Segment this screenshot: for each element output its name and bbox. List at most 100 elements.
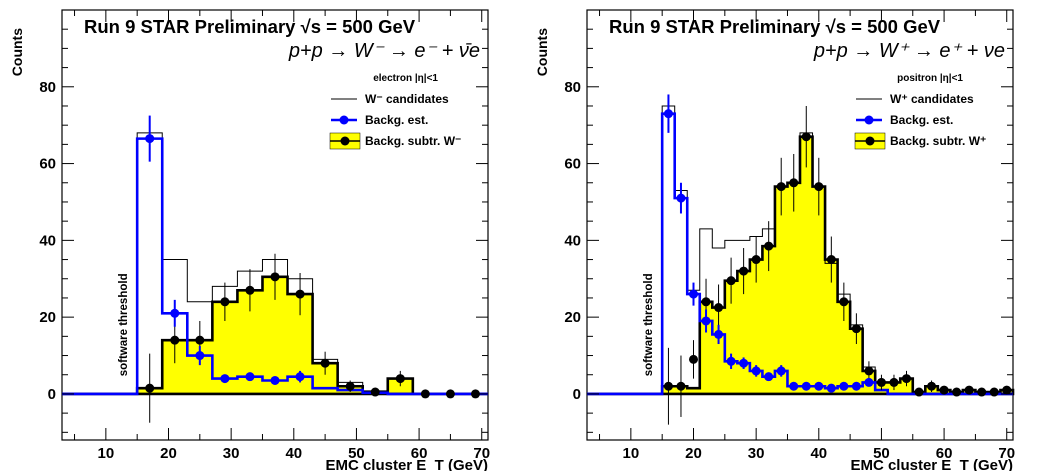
x-axis-label: EMC cluster E_T (GeV)	[850, 457, 1013, 471]
bkg-subtracted-point	[245, 285, 255, 295]
bkg-subtracted-point	[270, 272, 280, 282]
bkg-subtracted-point	[889, 377, 899, 387]
y-tick-label: 80	[564, 79, 581, 96]
bkg-subtracted-point	[914, 387, 924, 397]
y-axis-label: Counts	[9, 28, 25, 76]
software-threshold-label: software threshold	[118, 273, 130, 376]
y-tick-label: 0	[573, 386, 581, 403]
y-tick-label: 60	[564, 156, 581, 173]
bkg-subtracted-point	[789, 178, 799, 188]
bkg-estimate-point	[864, 377, 874, 387]
bkg-estimate-point	[801, 381, 811, 391]
bkg-subtracted-point	[663, 381, 673, 391]
bkg-subtracted-point	[295, 289, 305, 299]
bkg-subtracted-point	[726, 276, 736, 286]
bkg-subtracted-point	[851, 324, 861, 334]
bkg-subtracted-point	[689, 354, 698, 364]
bkg-subtracted-point	[445, 389, 455, 399]
y-tick-label: 60	[39, 156, 56, 173]
bkg-subtracted-point	[195, 335, 205, 345]
chart-title: Run 9 STAR Preliminary √s = 500 GeV	[609, 16, 941, 37]
bkg-estimate-point	[739, 358, 749, 368]
x-axis-label: EMC cluster E_T (GeV)	[325, 457, 488, 471]
legend-marker-bkg-est	[339, 115, 349, 125]
bkg-subtracted-point	[826, 255, 836, 265]
bkg-subtracted-point	[145, 383, 155, 393]
y-tick-label: 0	[48, 386, 56, 403]
y-tick-label: 20	[39, 309, 56, 326]
legend-marker-bkg-subtr	[340, 136, 350, 146]
y-tick-label: 20	[564, 309, 581, 326]
bkg-subtracted-point	[952, 387, 962, 397]
legend-entry: Backg. subtr. W⁺	[890, 134, 986, 148]
chart-title: Run 9 STAR Preliminary √s = 500 GeV	[84, 16, 416, 37]
x-tick-label: 20	[160, 445, 177, 462]
x-tick-label: 30	[748, 445, 765, 462]
legend-entry: Backg. subtr. W⁻	[365, 134, 461, 148]
x-tick-label: 50	[348, 445, 365, 462]
bkg-subtracted-point	[220, 297, 230, 307]
bkg-subtracted-point	[776, 182, 786, 192]
bkg-subtracted-point	[927, 381, 937, 391]
bkg-subtracted-point	[977, 387, 987, 397]
bkg-subtracted-point	[739, 266, 749, 276]
bkg-subtracted-point	[395, 374, 405, 384]
x-tick-label: 70	[473, 445, 490, 462]
x-tick-label: 60	[936, 445, 953, 462]
x-tick-label: 50	[873, 445, 890, 462]
bkg-estimate-point	[676, 193, 686, 203]
bkg-estimate-point	[714, 329, 724, 339]
chart-panel-w-plus: 10 20 30 40 50 60 70 0 20 40 60 80 software threshol…	[534, 9, 1015, 471]
bkg-estimate-point	[220, 374, 230, 384]
y-axis-label: Counts	[534, 28, 550, 76]
x-tick-label: 70	[998, 445, 1015, 462]
bkg-estimate-point	[701, 316, 711, 326]
bkg-estimate-point	[814, 381, 824, 391]
x-tick-label: 40	[285, 445, 302, 462]
bkg-estimate-point	[826, 383, 836, 393]
bkg-estimate-point	[245, 372, 255, 382]
bkg-subtracted-point	[345, 381, 355, 391]
bkg-subtracted-point	[470, 389, 480, 399]
bkg-subtracted-point	[839, 297, 849, 307]
bkg-subtracted-point	[676, 381, 686, 391]
bkg-estimate-point	[663, 109, 673, 119]
legend-entry: Backg. est.	[890, 113, 953, 127]
bkg-estimate-point	[295, 372, 305, 382]
x-tick-label: 10	[623, 445, 640, 462]
bkg-estimate-point	[726, 356, 736, 366]
bkg-estimate-point	[270, 375, 280, 385]
legend-marker-bkg-subtr	[865, 136, 875, 146]
bkg-subtracted-point	[989, 387, 999, 397]
bkg-subtracted-point	[370, 387, 380, 397]
y-tick-label: 40	[39, 232, 56, 249]
bkg-subtracted-point	[902, 374, 911, 384]
bkg-estimate-histogram	[62, 137, 488, 396]
legend-entry: Backg. est.	[365, 113, 428, 127]
bkg-estimate-point	[839, 381, 849, 391]
y-tick-label: 40	[564, 232, 581, 249]
bkg-subtracted-point	[964, 385, 974, 395]
bkg-subtracted-point	[1002, 385, 1012, 395]
x-tick-label: 60	[411, 445, 428, 462]
bkg-subtracted-point	[814, 182, 824, 192]
reaction-label: p+p → W⁻ → e⁻ + ν̄e	[288, 40, 480, 62]
chart-panel-w-minus: 10 20 30 40 50 60 70 0 20 40 60 80 software threshol…	[9, 9, 490, 471]
bkg-estimate-point	[751, 366, 761, 376]
eta-range-label: electron |η|<1	[373, 73, 438, 84]
bkg-subtracted-point	[170, 335, 180, 345]
bkg-subtracted-point	[701, 297, 711, 307]
legend-entry: W⁻ candidates	[365, 92, 449, 106]
bkg-subtracted-point	[864, 366, 874, 376]
bkg-estimate-point	[764, 372, 774, 382]
bkg-subtracted-point	[939, 385, 949, 395]
bkg-subtracted-point	[801, 132, 811, 142]
bkg-estimate-point	[789, 381, 799, 391]
bkg-subtracted-point	[751, 255, 761, 265]
eta-range-label: positron |η|<1	[897, 73, 963, 84]
bkg-subtracted-point	[876, 377, 886, 387]
x-tick-label: 10	[98, 445, 115, 462]
legend-entry: W⁺ candidates	[890, 92, 974, 106]
bkg-subtracted-point	[420, 389, 430, 399]
x-tick-label: 30	[223, 445, 240, 462]
